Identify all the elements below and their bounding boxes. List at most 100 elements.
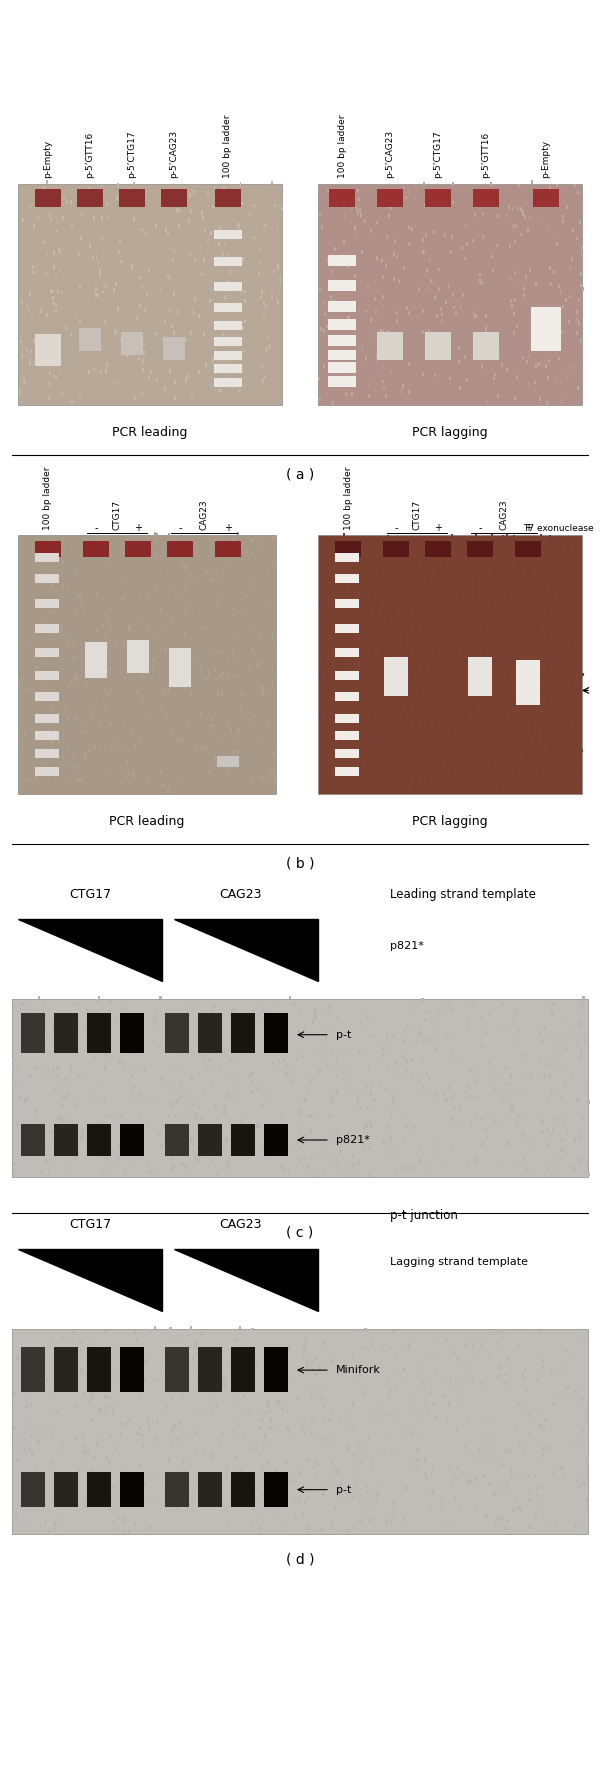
- Bar: [26, 305, 28, 309]
- Bar: [201, 626, 203, 630]
- Bar: [148, 660, 149, 664]
- Bar: [548, 635, 550, 639]
- Bar: [229, 269, 231, 273]
- Bar: [419, 1160, 421, 1163]
- Text: CAG23: CAG23: [500, 500, 509, 530]
- Bar: [407, 1345, 410, 1349]
- Bar: [239, 771, 241, 774]
- Bar: [422, 566, 424, 569]
- Bar: [148, 1525, 151, 1529]
- Bar: [328, 362, 356, 373]
- Bar: [546, 401, 548, 405]
- Bar: [115, 1445, 118, 1449]
- Bar: [190, 1138, 193, 1142]
- Bar: [464, 257, 466, 260]
- Bar: [371, 1083, 373, 1086]
- Bar: [231, 1013, 255, 1053]
- Bar: [62, 1336, 64, 1340]
- Bar: [36, 665, 38, 669]
- Bar: [178, 1422, 181, 1425]
- Bar: [388, 535, 389, 539]
- Bar: [131, 1074, 134, 1078]
- Bar: [200, 1333, 203, 1336]
- Bar: [61, 391, 63, 394]
- Bar: [545, 346, 547, 350]
- Bar: [233, 614, 235, 617]
- Bar: [393, 203, 395, 207]
- Bar: [428, 259, 430, 262]
- Bar: [271, 1507, 273, 1511]
- Bar: [175, 1099, 178, 1103]
- Bar: [28, 614, 30, 617]
- Bar: [258, 246, 260, 250]
- Bar: [52, 301, 53, 305]
- Bar: [129, 781, 131, 785]
- Bar: [451, 767, 453, 771]
- Bar: [21, 1136, 23, 1140]
- Bar: [18, 1010, 20, 1013]
- Bar: [328, 1135, 330, 1138]
- Bar: [238, 674, 239, 678]
- Bar: [425, 1072, 428, 1076]
- Bar: [125, 1422, 128, 1425]
- Bar: [566, 1386, 569, 1390]
- Bar: [231, 1124, 255, 1156]
- Bar: [12, 999, 588, 1177]
- Bar: [586, 1470, 588, 1474]
- Bar: [111, 744, 113, 747]
- Bar: [31, 319, 33, 323]
- Bar: [553, 592, 554, 596]
- Bar: [236, 203, 238, 207]
- Bar: [123, 644, 125, 648]
- Bar: [517, 560, 518, 564]
- Bar: [442, 1377, 444, 1381]
- Bar: [565, 690, 566, 694]
- Bar: [349, 198, 351, 202]
- Bar: [151, 665, 153, 669]
- Bar: [210, 1483, 212, 1486]
- Bar: [202, 764, 203, 767]
- Text: 100 bp ladder: 100 bp ladder: [223, 114, 233, 178]
- Bar: [193, 580, 194, 583]
- Bar: [49, 382, 51, 385]
- Bar: [583, 1338, 586, 1342]
- Bar: [224, 259, 226, 262]
- Bar: [139, 739, 140, 742]
- Bar: [208, 1390, 211, 1393]
- Bar: [53, 1390, 55, 1393]
- Bar: [529, 1499, 531, 1502]
- Bar: [459, 1507, 461, 1511]
- Bar: [306, 1167, 308, 1170]
- Bar: [337, 1470, 339, 1474]
- Bar: [470, 669, 472, 673]
- Bar: [382, 330, 383, 334]
- Bar: [194, 257, 196, 260]
- Bar: [74, 765, 76, 769]
- Bar: [292, 1481, 295, 1484]
- Text: +: +: [134, 523, 142, 533]
- Bar: [198, 1472, 222, 1507]
- Bar: [267, 1375, 269, 1379]
- Bar: [528, 1491, 530, 1495]
- Bar: [349, 562, 350, 566]
- Bar: [45, 1160, 47, 1163]
- Bar: [364, 592, 366, 596]
- Bar: [574, 1524, 577, 1527]
- Bar: [50, 289, 52, 293]
- Bar: [51, 289, 53, 293]
- Bar: [370, 230, 372, 234]
- Bar: [544, 1028, 547, 1031]
- Bar: [463, 1361, 466, 1365]
- Bar: [460, 1106, 462, 1110]
- Bar: [23, 1145, 26, 1149]
- Bar: [244, 655, 246, 658]
- Bar: [491, 533, 493, 537]
- Bar: [306, 1359, 308, 1363]
- Bar: [184, 1165, 187, 1169]
- Bar: [522, 583, 524, 587]
- Bar: [505, 1083, 508, 1086]
- Bar: [107, 692, 109, 696]
- Bar: [449, 553, 451, 557]
- Bar: [271, 294, 273, 298]
- Bar: [385, 1104, 388, 1108]
